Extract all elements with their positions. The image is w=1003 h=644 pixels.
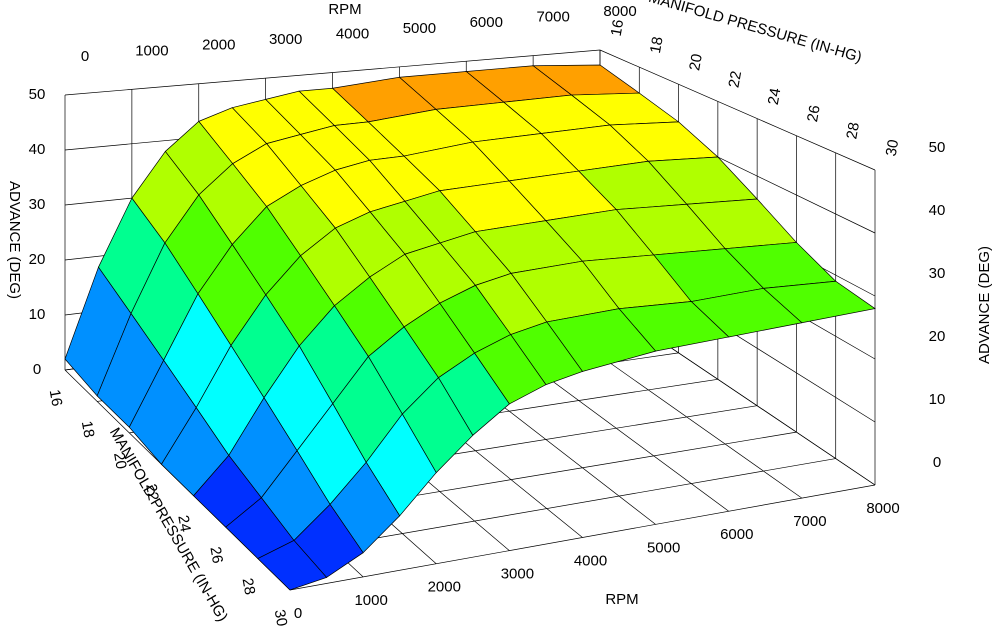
z-tick-label: 20 xyxy=(29,251,46,268)
z-tick-label: 30 xyxy=(929,265,946,282)
y-tick-label: 22 xyxy=(726,70,746,89)
floor-grid-line xyxy=(289,484,876,591)
x-tick-label: 8000 xyxy=(603,3,636,20)
z-tick-label: 10 xyxy=(929,391,946,408)
x-tick-label: 4000 xyxy=(574,552,607,569)
x-tick-label: 3000 xyxy=(269,31,302,48)
x-tick-label: 2000 xyxy=(202,37,235,54)
y-tick-label: 22 xyxy=(142,483,162,502)
x-tick-label: 7000 xyxy=(536,9,569,26)
y-tick-label: 26 xyxy=(206,545,226,564)
x-axis-title: RPM xyxy=(605,591,638,608)
z-axis-title: ADVANCE (DEG) xyxy=(6,181,23,299)
x-tick-label: 2000 xyxy=(428,579,461,596)
z-tick-label: 40 xyxy=(29,141,46,158)
z-axis-title: ADVANCE (DEG) xyxy=(976,246,993,364)
x-tick-label: 0 xyxy=(294,605,302,622)
x-tick-label: 6000 xyxy=(720,526,753,543)
z-tick-label: 30 xyxy=(29,196,46,213)
x-tick-label: 5000 xyxy=(647,539,680,556)
z-tick-label: 40 xyxy=(929,202,946,219)
surface-cell xyxy=(257,540,328,591)
wall-grid-line xyxy=(599,49,876,171)
x-tick-label: 4000 xyxy=(336,25,369,42)
z-tick-label: 0 xyxy=(33,361,41,378)
y-tick-label: 20 xyxy=(686,53,706,72)
y-tick-label: 24 xyxy=(174,514,194,533)
z-tick-label: 50 xyxy=(929,139,946,156)
z-tick-label: 50 xyxy=(29,86,46,103)
y-tick-label: 30 xyxy=(883,138,903,157)
x-tick-label: 1000 xyxy=(354,592,387,609)
x-axis-title: RPM xyxy=(328,1,361,18)
x-tick-label: 5000 xyxy=(403,20,436,37)
x-tick-label: 3000 xyxy=(501,566,534,583)
y-tick-label: 16 xyxy=(608,18,628,37)
y-tick-label: 28 xyxy=(239,577,259,596)
y-tick-label: 24 xyxy=(765,87,785,106)
x-tick-label: 6000 xyxy=(470,14,503,31)
x-tick-label: 1000 xyxy=(135,42,168,59)
wall-grid-line xyxy=(64,49,601,96)
z-tick-label: 20 xyxy=(929,328,946,345)
y-tick-label: 18 xyxy=(78,420,98,439)
z-tick-label: 0 xyxy=(933,454,941,471)
y-tick-label: 30 xyxy=(271,608,291,627)
y-tick-label: 20 xyxy=(110,451,130,470)
y-tick-label: 28 xyxy=(843,121,863,140)
y-tick-label: 26 xyxy=(804,104,824,123)
y-tick-label: 18 xyxy=(647,35,667,54)
z-tick-label: 10 xyxy=(29,306,46,323)
x-tick-label: 8000 xyxy=(866,500,899,517)
x-tick-label: 0 xyxy=(81,48,89,65)
y-tick-label: 16 xyxy=(46,388,66,407)
x-tick-label: 7000 xyxy=(793,513,826,530)
